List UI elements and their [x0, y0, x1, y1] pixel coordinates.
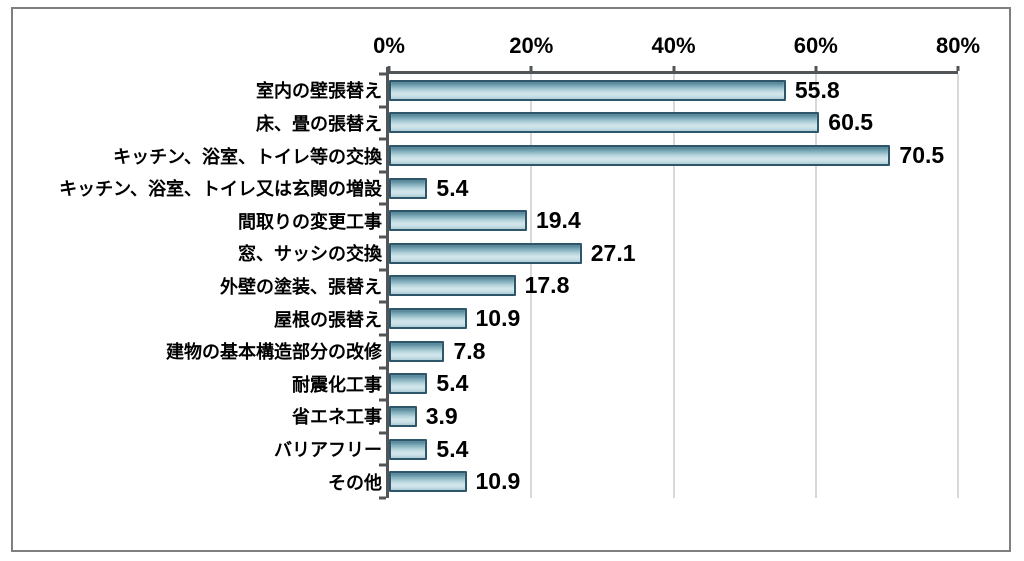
vertical-gridline — [530, 74, 533, 498]
bar-row: 55.8 — [389, 74, 958, 107]
y-axis-tick-mark — [379, 137, 386, 141]
value-label: 17.8 — [524, 272, 570, 299]
vertical-gridline — [672, 74, 675, 498]
y-axis-tick-mark — [379, 300, 386, 304]
bar-rows: 55.8 60.5 70.5 5.4 19.4 27.1 17.8 10.9 7.8 5.4 3.9… — [389, 74, 958, 498]
y-axis-tick-mark — [379, 333, 386, 337]
x-axis-tick-label: 0% — [373, 33, 405, 58]
value-label: 7.8 — [453, 337, 486, 364]
bar-row: 10.9 — [389, 302, 958, 335]
value-label: 55.8 — [794, 76, 840, 103]
bar-row: 27.1 — [389, 237, 958, 270]
bar-row: 3.9 — [389, 400, 958, 433]
category-label: その他 — [328, 472, 382, 493]
bar-10 — [389, 373, 428, 395]
value-label: 60.5 — [828, 109, 874, 136]
value-label: 5.4 — [436, 370, 469, 397]
y-axis-tick-mark — [379, 366, 386, 370]
x-axis-tick-mark — [814, 66, 818, 71]
category-label: 屋根の張替え — [274, 309, 382, 330]
value-label: 5.4 — [436, 174, 469, 201]
x-axis-tick-label: 40% — [651, 33, 696, 58]
y-axis-line — [386, 67, 389, 498]
category-label: 省エネ工事 — [292, 407, 382, 428]
y-axis-tick-mark — [379, 202, 386, 206]
bar-row: 70.5 — [389, 139, 958, 172]
y-axis-tick-mark — [379, 431, 386, 435]
x-axis-tick-mark — [387, 66, 391, 71]
bar-7 — [389, 275, 516, 297]
x-axis-tick-mark — [672, 66, 675, 71]
bar-3 — [389, 145, 891, 167]
bar-row: 10.9 — [389, 465, 958, 498]
category-label: キッチン、浴室、トイレ又は玄関の増設 — [59, 179, 382, 200]
value-label: 27.1 — [590, 239, 636, 266]
value-label: 10.9 — [475, 305, 521, 332]
value-label: 3.9 — [425, 402, 458, 429]
category-label: キッチン、浴室、トイレ等の交換 — [113, 146, 382, 167]
bar-row: 5.4 — [389, 433, 958, 466]
category-label: 建物の基本構造部分の改修 — [166, 342, 382, 363]
y-axis-tick-mark — [379, 268, 386, 272]
x-axis-tick-label: 60% — [793, 33, 838, 58]
value-label: 5.4 — [436, 435, 469, 462]
value-label: 19.4 — [535, 207, 581, 234]
y-axis-tick-mark — [379, 496, 386, 500]
category-label: バリアフリー — [274, 440, 382, 460]
bar-2 — [389, 112, 820, 134]
y-axis-tick-mark — [379, 72, 386, 76]
category-label: 窓、サッシの交換 — [238, 244, 382, 265]
bar-9 — [389, 340, 445, 362]
x-axis-labels: 0% 20% 40% 60% 80% — [373, 33, 980, 63]
x-axis-tick-label: 20% — [509, 33, 554, 58]
bar-row: 19.4 — [389, 204, 958, 237]
category-label: 耐震化工事 — [292, 374, 382, 395]
bar-8 — [389, 308, 467, 330]
y-axis-tick-mark — [379, 235, 386, 239]
y-axis-tick-mark — [379, 398, 386, 402]
x-axis-tick-mark — [956, 66, 960, 71]
vertical-gridline — [814, 74, 817, 498]
bar-row: 17.8 — [389, 270, 958, 303]
category-labels: 室内の壁張替え 床、畳の張替えキッチン、浴室、トイレ等の交換キッチン、浴室、トイレ… — [19, 74, 382, 498]
category-label: 間取りの変更工事 — [238, 211, 382, 232]
bar-4 — [389, 177, 428, 199]
plot-area: 55.8 60.5 70.5 5.4 19.4 27.1 17.8 10.9 7.8 5.4 3.9… — [379, 66, 960, 500]
bar-12 — [389, 438, 428, 460]
bar-row: 5.4 — [389, 172, 958, 205]
bar-1 — [389, 79, 786, 101]
chart-frame: 0% 20% 40% 60% 80% 55.8 60.5 70.5 5.4 19.4 27.1 17… — [11, 7, 1011, 552]
y-axis-tick-mark — [379, 463, 386, 467]
value-label: 10.9 — [475, 468, 521, 495]
category-label: 室内の壁張替え — [256, 81, 382, 102]
y-axis-tick-mark — [379, 105, 386, 109]
category-label: 床、畳の張替え — [256, 113, 382, 134]
vertical-gridline — [957, 74, 959, 498]
x-axis-tick-label: 80% — [935, 33, 981, 58]
category-label: 外壁の塗装、張替え — [220, 276, 382, 297]
y-axis-tick-mark — [379, 170, 386, 174]
bar-row: 7.8 — [389, 335, 958, 368]
value-label: 70.5 — [899, 142, 945, 169]
bar-6 — [389, 242, 582, 264]
bar-row: 60.5 — [389, 107, 958, 140]
x-axis-tick-mark — [529, 66, 533, 71]
x-axis-line — [386, 71, 958, 74]
bar-5 — [389, 210, 527, 232]
bar-13 — [389, 471, 467, 493]
bar-row: 5.4 — [389, 367, 958, 400]
bar-11 — [389, 405, 417, 427]
